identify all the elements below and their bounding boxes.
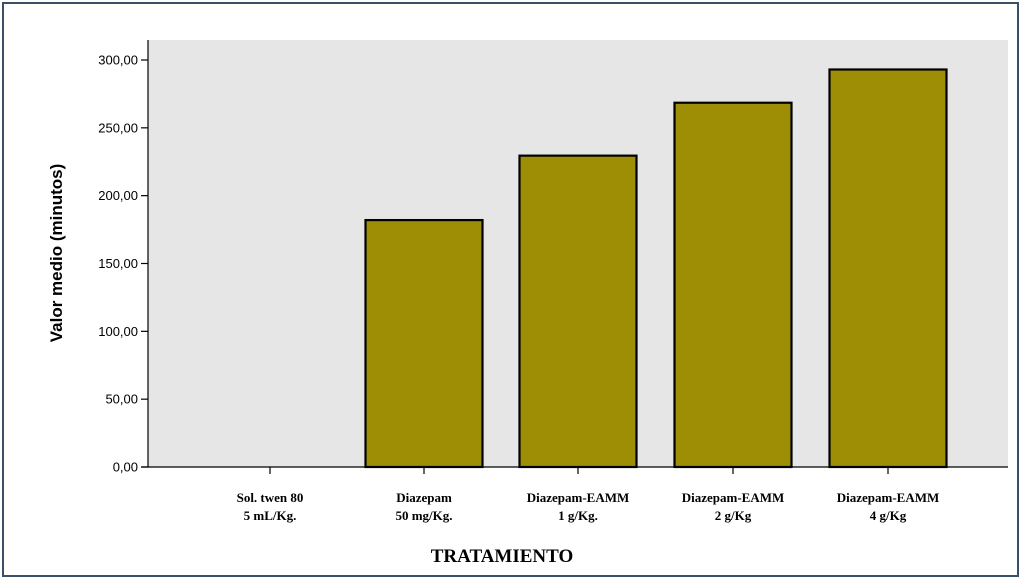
- x-tick-label: Diazepam-EAMM 1 g/Kg.: [527, 490, 630, 523]
- x-tick-label: Diazepam-EAMM 2 g/Kg: [682, 490, 785, 523]
- y-tick-label: 300,00: [98, 53, 138, 68]
- y-tick-label: 100,00: [98, 324, 138, 339]
- bar: [364, 218, 484, 469]
- x-tick-label: Sol. twen 80 5 mL/Kg.: [237, 490, 304, 523]
- bar: [673, 101, 793, 469]
- y-tick-label: 200,00: [98, 188, 138, 203]
- x-tick-label: Diazepam-EAMM 4 g/Kg: [837, 490, 940, 523]
- y-tick-label: 50,00: [105, 392, 138, 407]
- y-axis-label: Valor medio (minutos): [47, 164, 66, 343]
- bar: [828, 68, 948, 469]
- x-axis: Sol. twen 80 5 mL/Kg. Diazepam 50 mg/Kg. Dia…: [141, 466, 1008, 523]
- y-axis: 0,00 50,00 100,00 150,00 200,00 250,00 300,00: [98, 40, 149, 475]
- y-tick-label: 150,00: [98, 256, 138, 271]
- y-tick-label: 0,00: [113, 460, 138, 475]
- bars: [364, 68, 948, 469]
- x-tick-label: Diazepam 50 mg/Kg.: [395, 490, 452, 523]
- bar: [518, 154, 638, 469]
- y-tick-label: 250,00: [98, 120, 138, 135]
- x-axis-label: TRATAMIENTO: [431, 546, 574, 567]
